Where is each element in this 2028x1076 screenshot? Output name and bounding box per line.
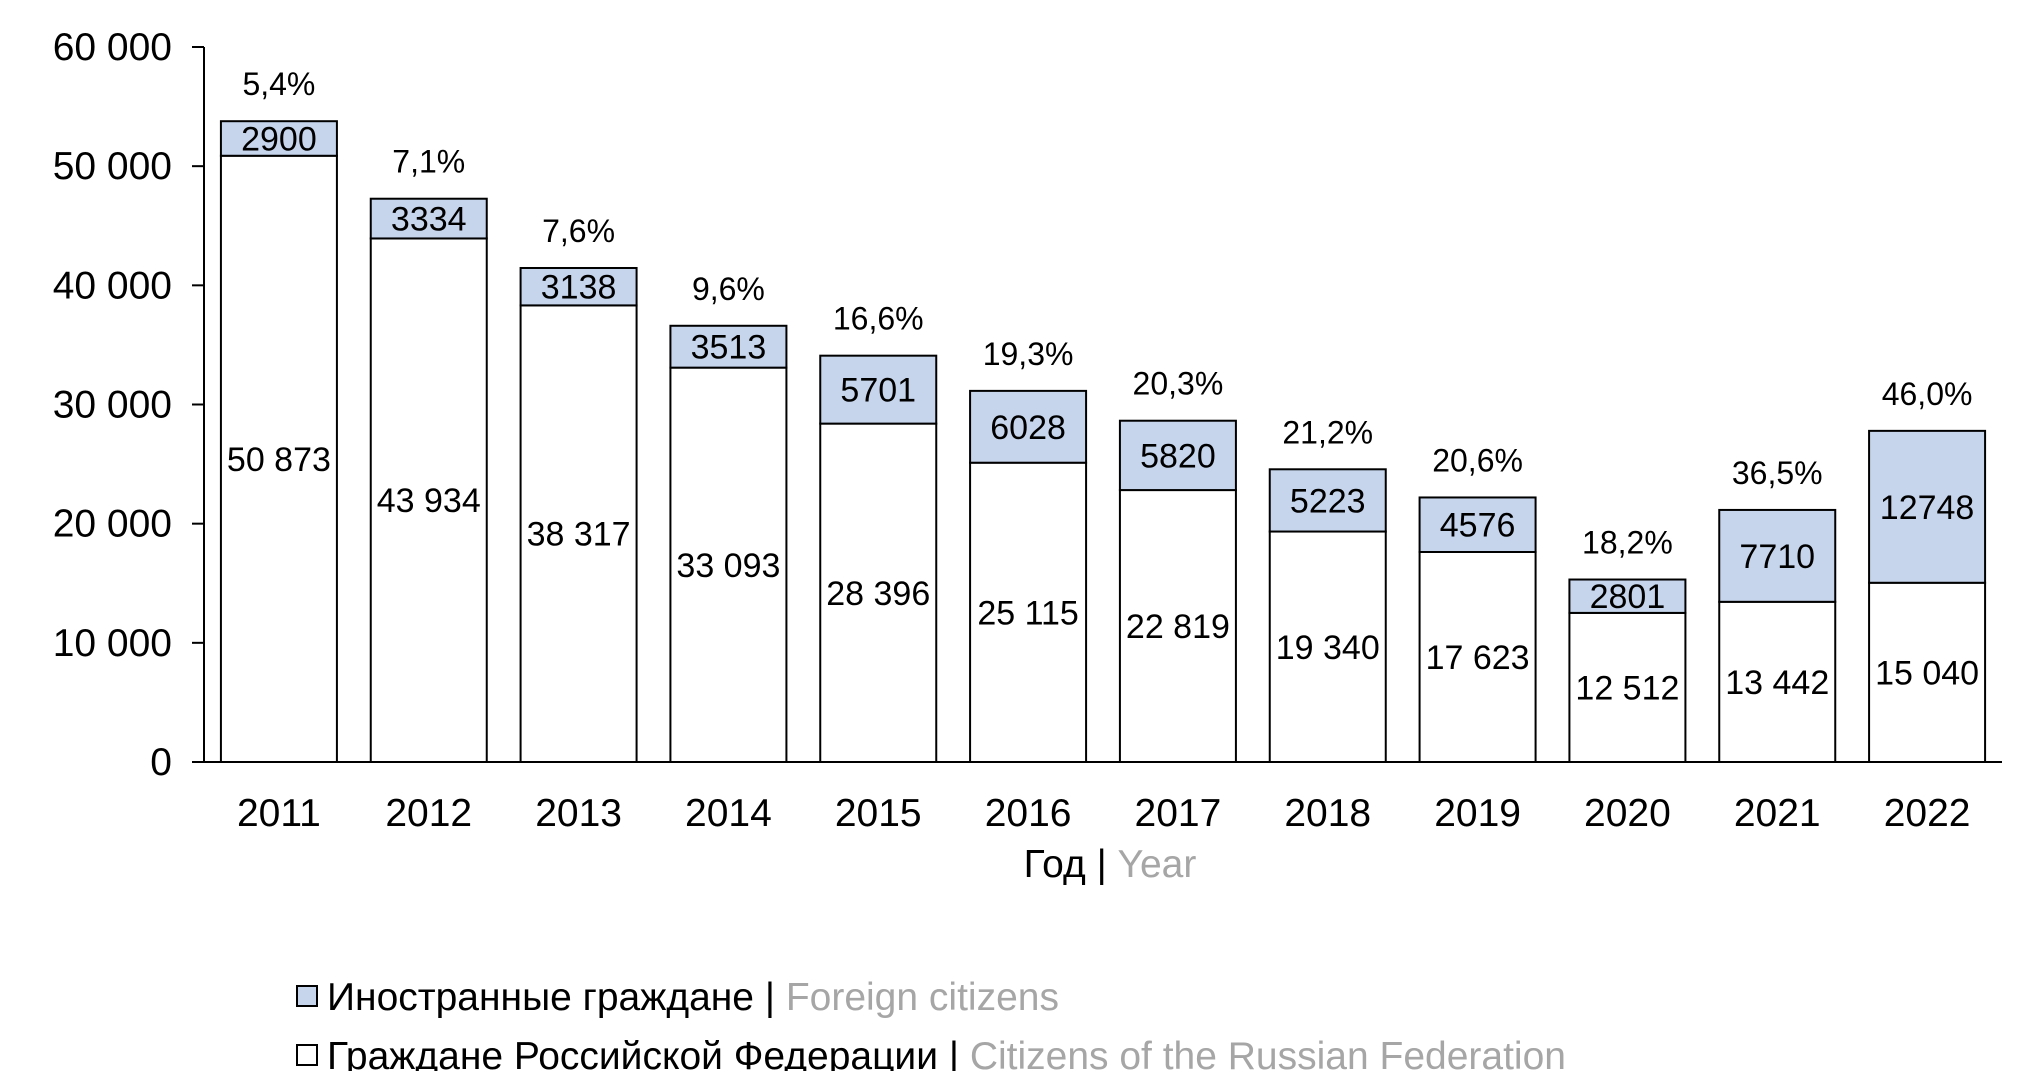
x-axis-title-en: Year bbox=[1118, 843, 1197, 886]
bar-foreign bbox=[969, 389, 1088, 464]
x-tick-label: 2016 bbox=[985, 792, 1072, 835]
bars bbox=[219, 120, 1987, 764]
bar-label-citizens: 13 442 bbox=[1725, 664, 1829, 702]
share-label: 18,2% bbox=[1582, 525, 1673, 561]
x-tick-label: 2019 bbox=[1434, 792, 1521, 835]
x-tick-label: 2013 bbox=[535, 792, 622, 835]
y-tick-label: 10 000 bbox=[53, 622, 172, 665]
bar-citizens bbox=[1718, 600, 1837, 763]
bar-label-foreign: 6028 bbox=[990, 409, 1066, 447]
bar-label-foreign: 3138 bbox=[541, 269, 617, 307]
bar-citizens bbox=[1418, 550, 1537, 763]
bar-citizens bbox=[1268, 530, 1387, 764]
share-label: 20,6% bbox=[1432, 442, 1523, 478]
bar-label-foreign: 2801 bbox=[1590, 578, 1666, 616]
y-tick-label: 40 000 bbox=[53, 264, 172, 307]
bar-foreign bbox=[1568, 578, 1687, 614]
x-tick-label: 2014 bbox=[685, 792, 772, 835]
legend-label-en: Citizens of the Russian Federation bbox=[970, 1035, 1566, 1071]
bar-label-citizens: 17 623 bbox=[1426, 639, 1530, 677]
bar-label-citizens: 19 340 bbox=[1276, 629, 1380, 667]
share-labels: 5,4% 7,1% 7,6% 9,6% 16,6% 19,3% 20,3% 21,2% 20,6… bbox=[242, 66, 1972, 560]
legend-label: Граждане Российской Федерации | Citizens… bbox=[327, 1035, 1566, 1071]
y-tick-label: 0 bbox=[150, 741, 172, 784]
legend-label-ru: Граждане Российской Федерации bbox=[327, 1035, 938, 1071]
x-tick-label: 2017 bbox=[1135, 792, 1222, 835]
bar-foreign bbox=[669, 324, 788, 369]
bar-citizens bbox=[369, 237, 488, 763]
bar-label-foreign: 3334 bbox=[391, 201, 467, 239]
share-label: 7,1% bbox=[392, 144, 465, 180]
bar-label-citizens: 12 512 bbox=[1575, 669, 1679, 707]
bar-foreign bbox=[1418, 496, 1537, 553]
bar-labels: 50 873 2900 43 934 3334 38 317 3138 33 093 3513… bbox=[227, 120, 1979, 707]
share-label: 16,6% bbox=[833, 301, 924, 337]
bar-label-citizens: 33 093 bbox=[676, 547, 780, 585]
x-tick-label: 2012 bbox=[385, 792, 472, 835]
bar-foreign bbox=[519, 266, 638, 307]
bar-label-foreign: 5701 bbox=[840, 372, 916, 410]
legend-label-en: Foreign citizens bbox=[786, 976, 1059, 1019]
bar-label-foreign: 5223 bbox=[1290, 482, 1366, 520]
legend-swatch bbox=[296, 1044, 318, 1066]
legend-label: Иностранные граждане | Foreign citizens bbox=[327, 976, 1059, 1019]
bar-label-citizens: 43 934 bbox=[377, 482, 481, 520]
x-axis: 2011 2012 2013 2014 2015 2016 2017 2018 2019 2020… bbox=[204, 761, 2002, 835]
bar-citizens bbox=[1568, 611, 1687, 764]
x-tick-label: 2015 bbox=[835, 792, 922, 835]
bar-label-foreign: 2900 bbox=[241, 120, 317, 158]
bar-label-foreign: 12748 bbox=[1880, 489, 1975, 527]
bar-foreign bbox=[369, 197, 488, 240]
bar-foreign bbox=[1718, 508, 1837, 603]
share-label: 46,0% bbox=[1882, 376, 1973, 412]
bar-foreign bbox=[1868, 429, 1987, 584]
bar-citizens bbox=[219, 154, 338, 763]
bar-label-citizens: 38 317 bbox=[527, 516, 631, 554]
x-tick-label: 2022 bbox=[1884, 792, 1971, 835]
bar-citizens bbox=[1118, 489, 1237, 763]
share-label: 5,4% bbox=[242, 66, 315, 102]
x-axis-title-ru: Год bbox=[1024, 843, 1086, 886]
x-tick-label: 2011 bbox=[237, 792, 321, 835]
x-tick-label: 2021 bbox=[1734, 792, 1821, 835]
y-tick-label: 20 000 bbox=[53, 503, 172, 546]
legend-label-separator: | bbox=[754, 976, 786, 1019]
bar-foreign bbox=[819, 354, 938, 425]
bar-label-foreign: 7710 bbox=[1739, 538, 1815, 576]
bar-foreign bbox=[219, 120, 338, 157]
legend-label-ru: Иностранные граждане bbox=[327, 976, 754, 1019]
legend-swatch bbox=[296, 985, 318, 1007]
bar-citizens bbox=[519, 304, 638, 763]
y-tick-label: 30 000 bbox=[53, 384, 172, 427]
bar-foreign bbox=[1268, 468, 1387, 533]
share-label: 19,3% bbox=[983, 336, 1074, 372]
legend: Иностранные граждане | Foreign citizens Г… bbox=[296, 976, 1566, 1076]
bar-label-citizens: 25 115 bbox=[977, 594, 1078, 632]
x-axis-title: Год | Year bbox=[1024, 843, 1197, 886]
share-label: 36,5% bbox=[1732, 455, 1823, 491]
share-label: 7,6% bbox=[542, 213, 615, 249]
x-tick-label: 2020 bbox=[1584, 792, 1671, 835]
share-label: 20,3% bbox=[1133, 366, 1224, 402]
x-tick-label: 2018 bbox=[1284, 792, 1371, 835]
legend-label-separator: | bbox=[938, 1035, 970, 1071]
bar-label-citizens: 28 396 bbox=[826, 575, 930, 613]
share-label: 21,2% bbox=[1282, 414, 1373, 450]
x-axis-title-separator: | bbox=[1086, 843, 1118, 886]
bar-label-citizens: 50 873 bbox=[227, 441, 331, 479]
y-tick-label: 60 000 bbox=[53, 26, 172, 69]
bar-label-citizens: 22 819 bbox=[1126, 608, 1230, 646]
bar-label-citizens: 15 040 bbox=[1875, 654, 1979, 692]
bar-citizens bbox=[819, 422, 938, 763]
share-label: 9,6% bbox=[692, 271, 765, 307]
bar-label-foreign: 3513 bbox=[691, 329, 767, 367]
y-axis: 0 10 000 20 000 30 000 40 000 50 000 60 000 bbox=[53, 26, 205, 784]
bar-citizens bbox=[1868, 581, 1987, 763]
bar-label-foreign: 4576 bbox=[1440, 507, 1516, 545]
bar-foreign bbox=[1118, 419, 1237, 492]
y-tick-label: 50 000 bbox=[53, 145, 172, 188]
bar-label-foreign: 5820 bbox=[1140, 437, 1216, 475]
